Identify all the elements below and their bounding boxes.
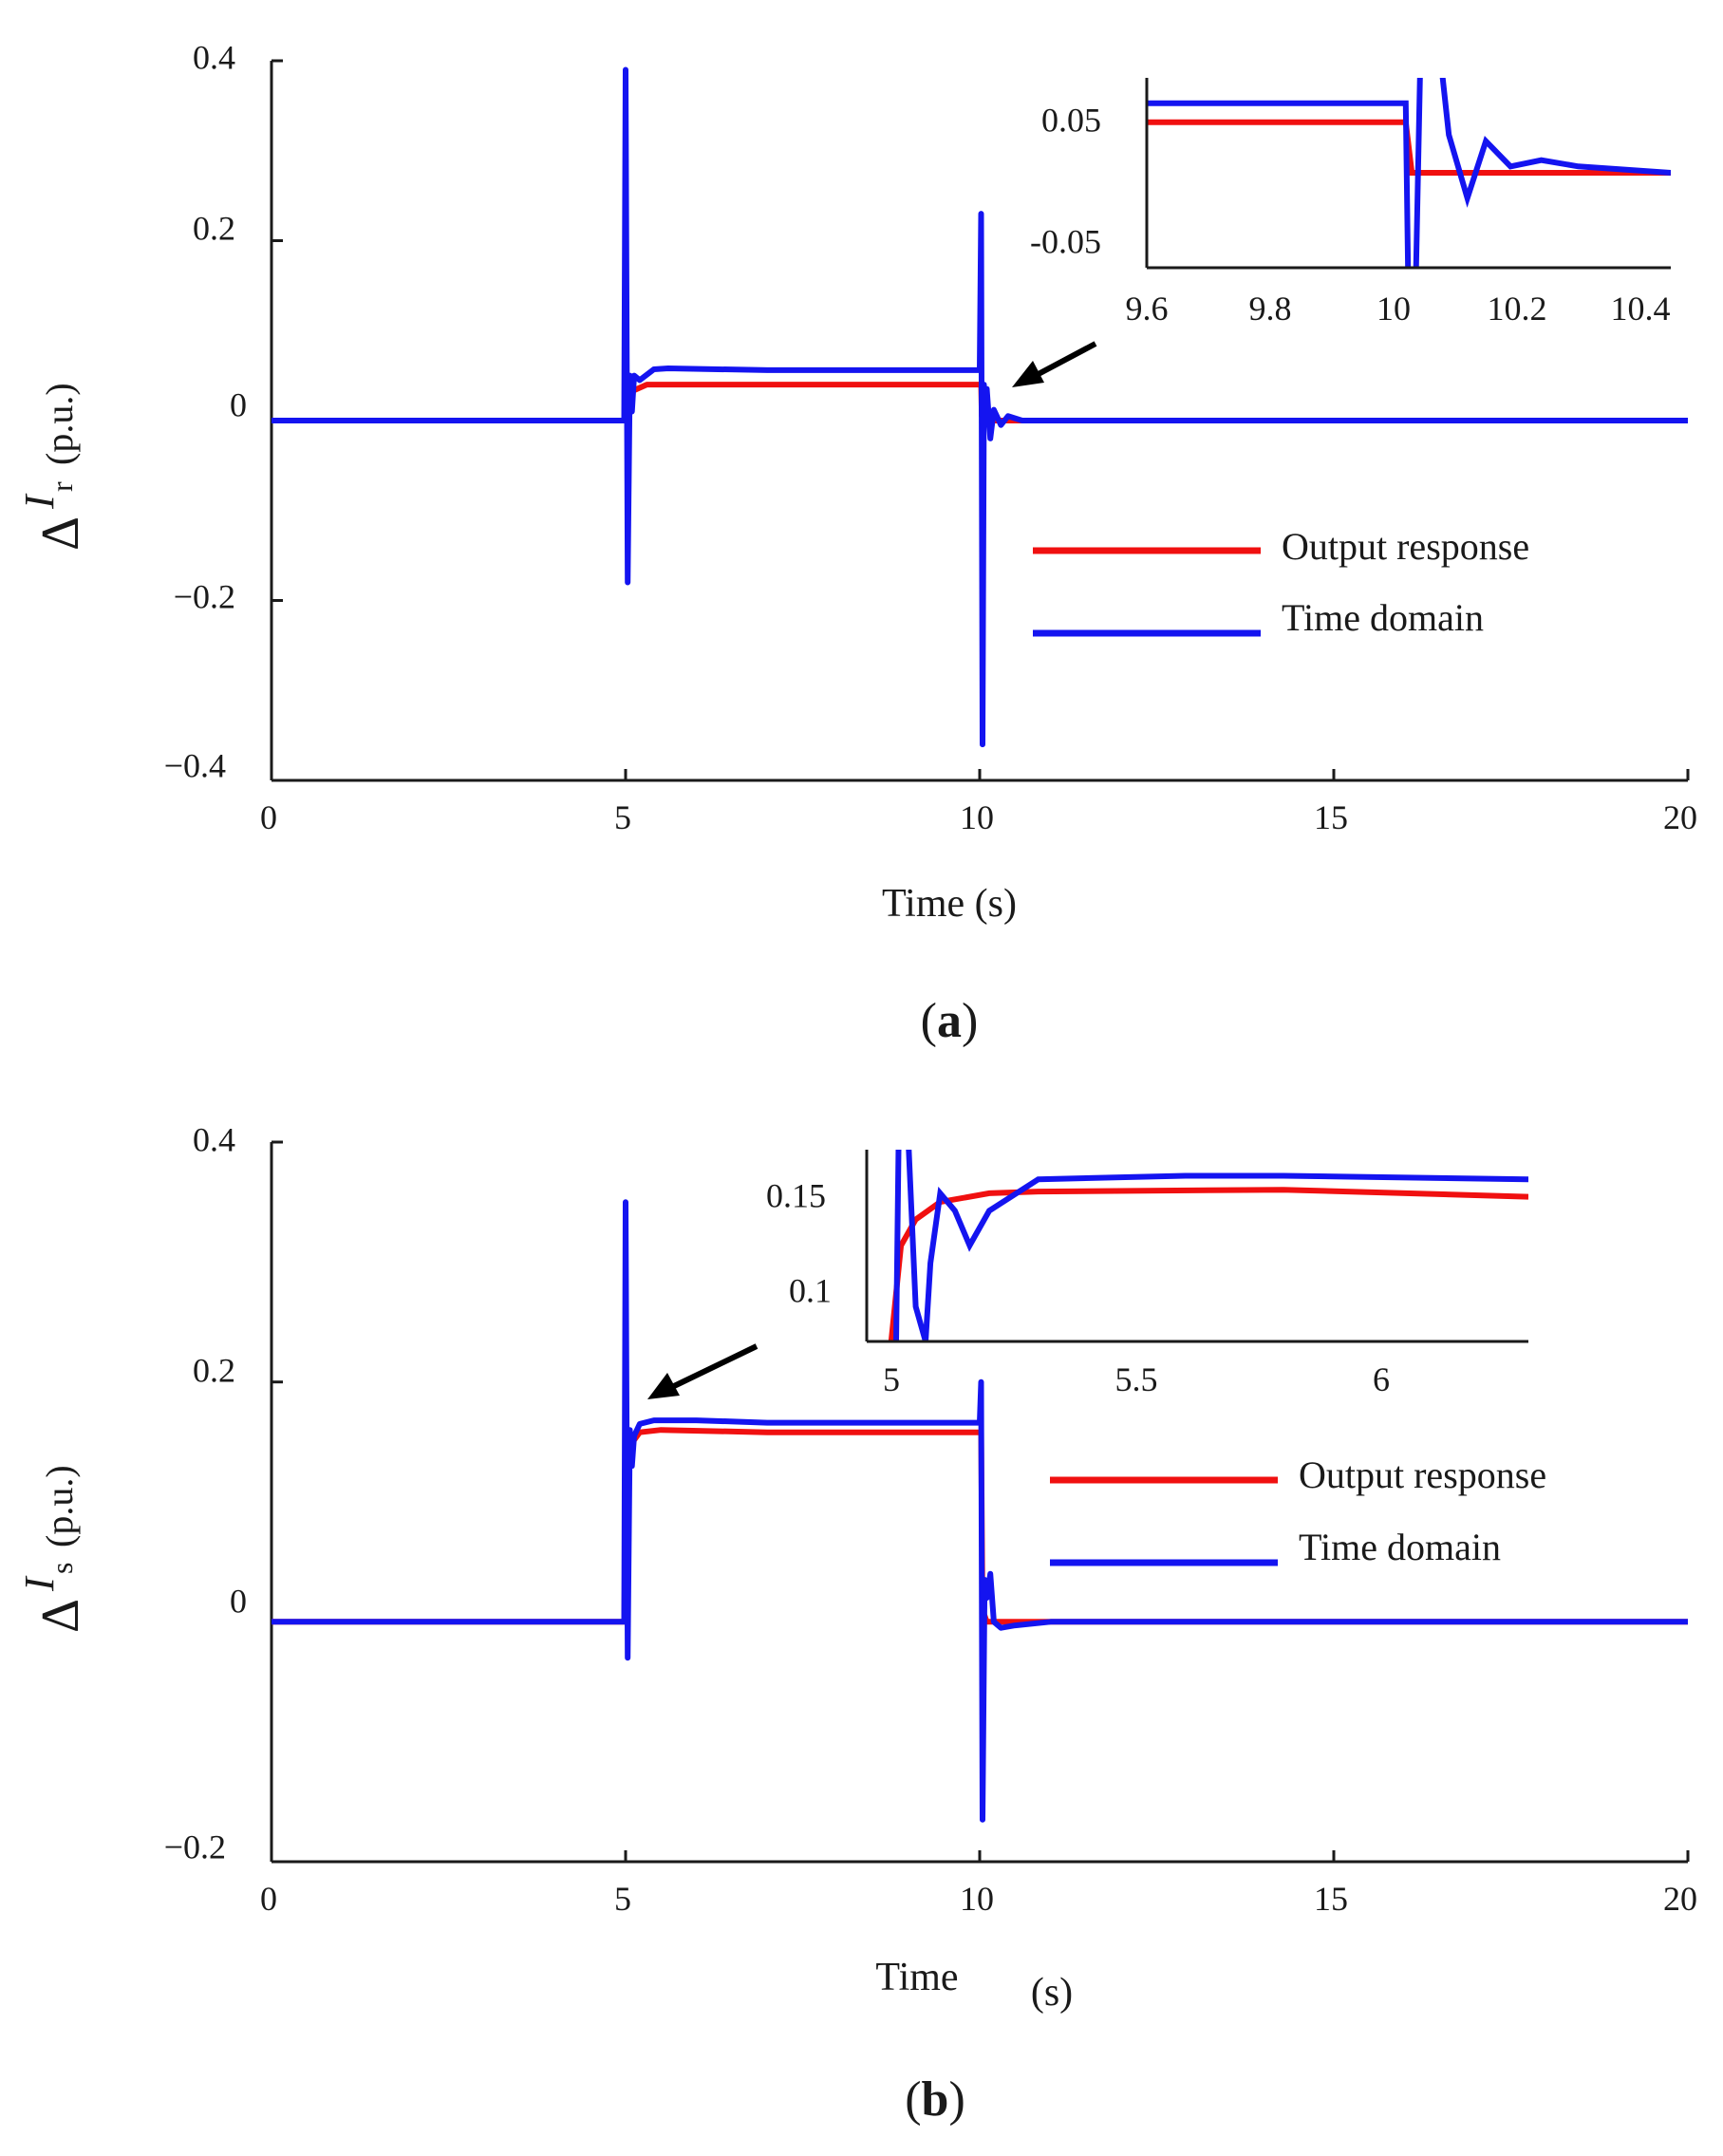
inset-chart: 0.05 -0.05 9.6 9.8 10 10.2 10.4 xyxy=(1030,78,1671,328)
series-line-time-domain xyxy=(272,66,1688,748)
inset-y-tick-label: 0.05 xyxy=(1041,101,1101,139)
legend: Output response Time domain xyxy=(1050,1453,1546,1568)
y-tick-labels: 0.4 0.2 0 −0.2 xyxy=(164,1120,247,1865)
y-axis-label-delta: Δ xyxy=(31,516,90,551)
panel-label: (a) xyxy=(921,994,979,1048)
legend-label-output-response: Output response xyxy=(1299,1453,1546,1496)
panel-label-open: ( xyxy=(921,994,937,1048)
inset-x-tick-label: 6 xyxy=(1373,1360,1390,1398)
inset-x-tick-label: 5.5 xyxy=(1115,1360,1158,1398)
panel-label: (b) xyxy=(905,2072,965,2127)
inset-series-line-time-domain xyxy=(893,1150,1528,1341)
y-axis-label-unit: (p.u.) xyxy=(38,1465,81,1547)
inset-y-tick-label: 0.15 xyxy=(766,1176,826,1214)
legend-label-time-domain: Time domain xyxy=(1282,596,1484,639)
inset-background xyxy=(867,1150,1528,1341)
panel-label-open: ( xyxy=(905,2072,921,2127)
y-axis-label-unit: (p.u.) xyxy=(38,383,81,465)
y-tick-label: −0.4 xyxy=(164,746,226,784)
x-tick-label: 0 xyxy=(260,798,277,836)
panel-label-letter: b xyxy=(922,2072,949,2127)
inset-x-tick-label: 9.8 xyxy=(1249,290,1292,328)
x-ticks xyxy=(624,769,1690,780)
legend: Output response Time domain xyxy=(1033,525,1529,639)
x-tick-label: 5 xyxy=(614,798,631,836)
chart-panel-b: 0.4 0.2 0 −0.2 0 5 10 15 20 Time (s) Δ I… xyxy=(16,1120,1697,2127)
x-tick-label: 5 xyxy=(614,1880,631,1918)
inset-chart: 0.15 0.1 5 5.5 6 xyxy=(766,1150,1528,1398)
y-axis-label-sub: s xyxy=(45,1563,79,1574)
svg-text:(a): (a) xyxy=(921,994,979,1048)
y-tick-label: 0 xyxy=(230,385,247,423)
y-axis-label: Δ I r (p.u.) xyxy=(16,383,90,551)
x-tick-labels: 0 5 10 15 20 xyxy=(260,1880,1697,1918)
x-axis-label: Time (s) xyxy=(882,882,1017,926)
legend-label-output-response: Output response xyxy=(1282,525,1529,568)
chart-panel-a: 0.4 0.2 0 −0.2 −0.4 0 5 10 15 20 Time (s… xyxy=(16,38,1697,1048)
x-axis-label-unit: (s) xyxy=(1031,1971,1073,2015)
y-axis-label-delta: Δ xyxy=(31,1599,90,1633)
x-tick-label: 10 xyxy=(960,798,994,836)
y-tick-label: −0.2 xyxy=(164,1828,226,1865)
arrow-shaft xyxy=(670,1343,758,1390)
inset-series-line-time-domain xyxy=(1147,78,1671,268)
inset-series-line-output-response xyxy=(888,1187,1528,1341)
y-tick-labels: 0.4 0.2 0 −0.2 −0.4 xyxy=(164,38,247,784)
y-ticks xyxy=(272,1140,283,1864)
y-axis-label-var: I xyxy=(16,1575,63,1592)
x-tick-label: 15 xyxy=(1314,1880,1348,1918)
arrow-shaft xyxy=(1033,341,1097,379)
annotation-arrow xyxy=(647,1343,758,1399)
inset-y-tick-label: 0.1 xyxy=(789,1271,832,1309)
arrow-head xyxy=(647,1373,680,1399)
y-axis-label-var: I xyxy=(16,493,63,510)
series-line-time-domain xyxy=(272,1199,1688,1823)
y-tick-label: 0.4 xyxy=(193,1120,235,1158)
x-tick-label: 20 xyxy=(1663,1880,1697,1918)
y-axis-label: Δ I s (p.u.) xyxy=(16,1465,90,1633)
x-axis-label: Time xyxy=(875,1956,958,1999)
inset-y-tick-label: -0.05 xyxy=(1030,222,1101,260)
x-ticks xyxy=(624,1850,1690,1862)
svg-text:(b): (b) xyxy=(905,2072,965,2127)
x-tick-label: 10 xyxy=(960,1880,994,1918)
x-tick-label: 20 xyxy=(1663,798,1697,836)
panel-label-close: ) xyxy=(962,994,978,1048)
x-tick-labels: 0 5 10 15 20 xyxy=(260,798,1697,836)
x-tick-label: 15 xyxy=(1314,798,1348,836)
y-tick-label: 0 xyxy=(230,1582,247,1620)
y-tick-label: −0.2 xyxy=(174,577,235,615)
y-axis-label-sub: r xyxy=(45,481,79,492)
inset-x-tick-label: 10.2 xyxy=(1488,290,1547,328)
x-tick-label: 0 xyxy=(260,1880,277,1918)
legend-label-time-domain: Time domain xyxy=(1299,1526,1501,1568)
inset-x-tick-label: 10.4 xyxy=(1611,290,1671,328)
y-tick-label: 0.2 xyxy=(193,209,235,247)
inset-x-tick-label: 5 xyxy=(883,1360,900,1398)
y-tick-label: 0.2 xyxy=(193,1351,235,1389)
arrow-head xyxy=(1012,361,1044,387)
y-tick-label: 0.4 xyxy=(193,38,235,76)
panel-label-close: ) xyxy=(948,2072,965,2127)
inset-x-tick-label: 9.6 xyxy=(1126,290,1169,328)
panel-label-letter: a xyxy=(937,994,962,1048)
inset-x-tick-label: 10 xyxy=(1377,290,1411,328)
annotation-arrow xyxy=(1012,341,1097,387)
